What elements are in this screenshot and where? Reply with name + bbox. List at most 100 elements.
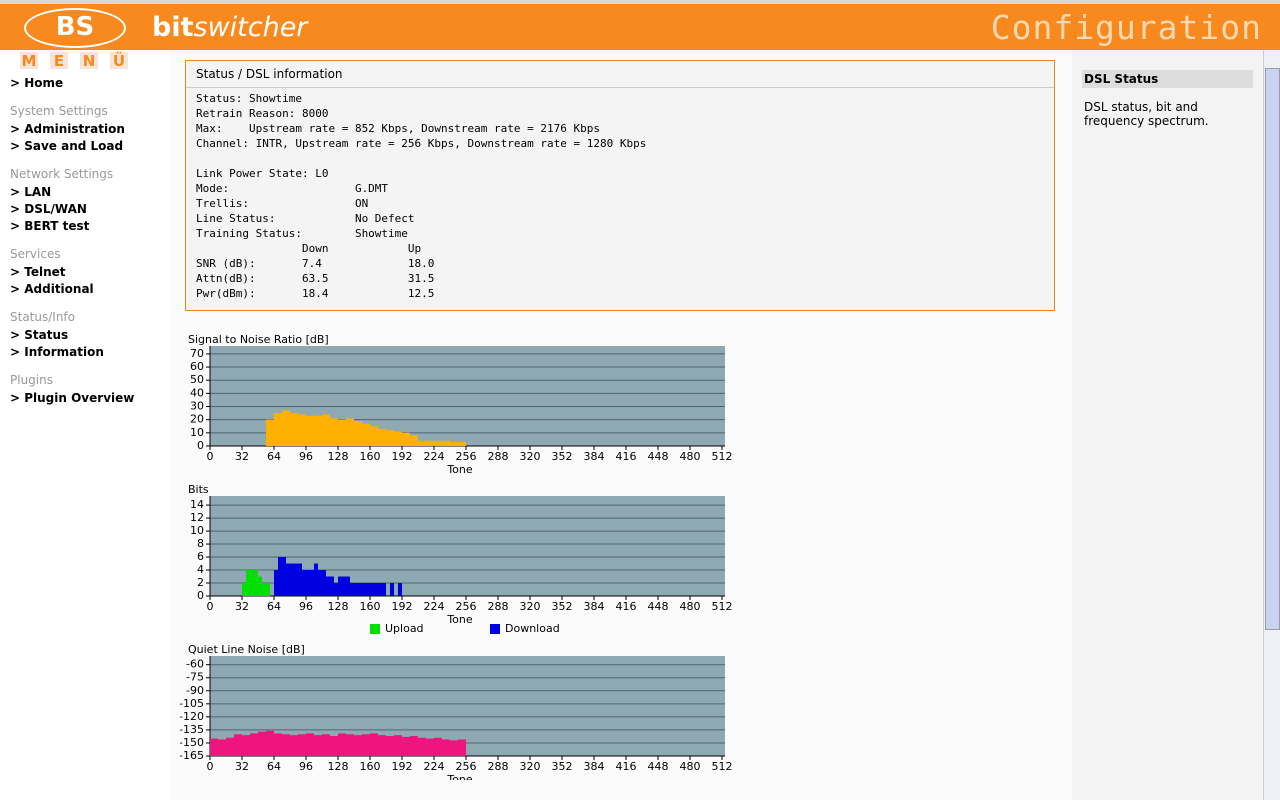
x-tick-label: 320 [520,450,541,463]
status-line: Pwr(dBm): 18.4 12.5 [196,287,435,300]
help-title: DSL Status [1082,70,1253,88]
bar [362,734,370,756]
bar [458,442,466,446]
header: BS bitswitcher Configuration [0,0,1280,50]
y-tick-label: 10 [190,426,204,439]
x-tick-label: 320 [520,760,541,773]
status-line: Channel: INTR, Upstream rate = 256 Kbps,… [196,137,647,150]
bar [338,576,342,596]
x-tick-label: 512 [712,760,733,773]
bar [266,730,274,756]
bar [450,442,458,446]
bar [398,583,402,596]
y-tick-label: 40 [190,386,204,399]
menu-item[interactable]: > Telnet [10,265,66,279]
bar [354,421,362,446]
bar [258,576,262,596]
bar [394,735,402,756]
bar [358,583,362,596]
menu-item[interactable]: > BERT test [10,219,90,233]
menu-letter: E [50,52,68,70]
bar [250,733,258,756]
brand-bold: bit [152,12,194,43]
y-tick-label: -165 [180,749,204,762]
bar [282,557,286,596]
y-tick-label: -60 [186,658,204,671]
x-tick-label: 128 [328,760,349,773]
scroll-thumb[interactable] [1265,68,1280,630]
bar [250,570,254,596]
bar [306,415,314,446]
logo: BS [24,8,126,48]
bar [450,740,458,756]
status-line: Max: Upstream rate = 852 Kbps, Downstrea… [196,122,600,135]
x-tick-label: 160 [360,760,381,773]
bar [362,583,366,596]
y-tick-label: 50 [190,373,204,386]
menu-item[interactable]: > LAN [10,185,52,199]
bar [310,570,314,596]
y-tick-label: -90 [186,684,204,697]
menu-item[interactable]: > Additional [10,282,94,296]
status-line: Status: Showtime [196,92,302,105]
bar [370,733,378,756]
x-axis-label: Tone [446,613,473,626]
bar [246,570,250,596]
bar [410,736,418,756]
x-tick-label: 96 [299,450,313,463]
bar [426,440,434,446]
bar [366,583,370,596]
bar [334,583,338,596]
y-tick-label: -75 [186,671,204,684]
bar [318,570,322,596]
chart-title: Bits [188,483,209,496]
scrollbar[interactable] [1263,50,1280,800]
x-tick-label: 64 [267,760,281,773]
x-tick-label: 224 [424,450,445,463]
menu-item[interactable]: > Home [10,76,64,90]
bar [322,570,326,596]
menu-item[interactable]: > Information [10,345,104,359]
x-tick-label: 288 [488,760,509,773]
menu-item[interactable]: > Plugin Overview [10,391,135,405]
menu-item[interactable]: > Save and Load [10,139,124,153]
y-tick-label: 70 [190,347,204,360]
x-tick-label: 288 [488,450,509,463]
bar [346,734,354,756]
x-tick-label: 480 [680,600,701,613]
bar [314,735,322,756]
menu-heading: Network Settings [10,167,114,181]
menu-item[interactable]: > DSL/WAN [10,202,87,216]
bar [330,576,334,596]
brand-italic: switcher [193,12,308,43]
chart-title: Signal to Noise Ratio [dB] [188,333,329,346]
bar [314,563,318,596]
menu-item[interactable]: > Status [10,328,69,342]
help-panel: DSL Status DSL status, bit and frequency… [1072,50,1263,800]
menu-item[interactable]: > Administration [10,122,125,136]
x-tick-label: 448 [648,600,669,613]
status-line: Line Status: No Defect [196,212,415,225]
bar [286,563,290,596]
bar [362,423,370,446]
bar [274,413,282,446]
x-tick-label: 192 [392,760,413,773]
bar [282,410,290,446]
x-tick-label: 320 [520,600,541,613]
y-tick-label: -150 [180,736,204,749]
bar [338,419,346,446]
bar [378,428,386,446]
x-tick-label: 0 [207,450,214,463]
status-line: Mode: G.DMT [196,182,389,195]
bar [390,583,394,596]
status-lines: Status: Showtime Retrain Reason: 8000 Max:… [186,88,1054,304]
bar [330,418,338,446]
x-tick-label: 416 [616,450,637,463]
bar [290,413,298,446]
x-tick-label: 96 [299,600,313,613]
bar [418,737,426,756]
bar [298,414,306,446]
x-tick-label: 480 [680,760,701,773]
bar [434,440,442,446]
